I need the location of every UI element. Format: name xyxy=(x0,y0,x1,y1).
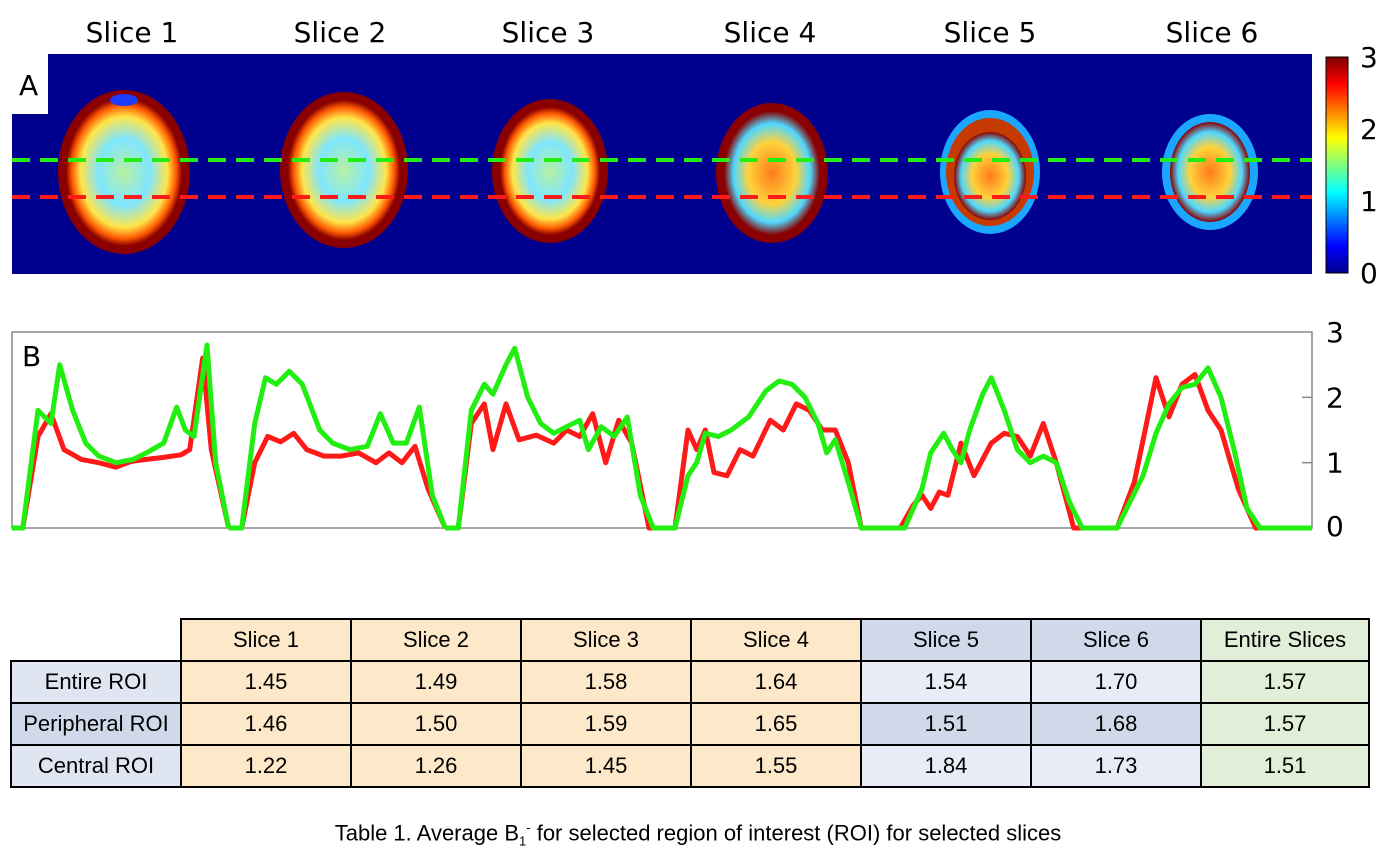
slice-title: Slice 1 xyxy=(86,16,179,49)
table-cell: 1.65 xyxy=(690,702,862,746)
panel-b-label: B xyxy=(22,340,41,373)
brain-slice-3 xyxy=(492,99,608,243)
column-header: Entire Slices xyxy=(1200,618,1370,662)
table-cell: 1.50 xyxy=(350,702,522,746)
table-cell: 1.70 xyxy=(1030,660,1202,704)
caption-prefix: Table 1. Average B xyxy=(334,820,520,846)
table-cell: 1.26 xyxy=(350,744,522,788)
slice-title: Slice 3 xyxy=(502,16,595,49)
table-cell: 1.57 xyxy=(1200,702,1370,746)
column-header: Slice 5 xyxy=(860,618,1032,662)
table-row: Peripheral ROI 1.46 1.50 1.59 1.65 1.51 … xyxy=(10,702,1370,746)
table-cell: 1.73 xyxy=(1030,744,1202,788)
plot-frame xyxy=(11,331,1313,529)
panel-a: A Slice 1 Slice 2 Slice 3 Slice 4 Slice 5 Sli… xyxy=(12,16,1378,290)
table-row: Entire ROI 1.45 1.49 1.58 1.64 1.54 1.70… xyxy=(10,660,1370,704)
table-caption: Table 1. Average B1- for selected region… xyxy=(0,820,1396,849)
table-corner xyxy=(11,619,182,662)
table-cell: 1.84 xyxy=(860,744,1032,788)
table-cell: 1.22 xyxy=(180,744,352,788)
table-cell: 1.46 xyxy=(180,702,352,746)
map-background xyxy=(12,54,1312,274)
table-cell: 1.68 xyxy=(1030,702,1202,746)
slice-title: Slice 6 xyxy=(1166,16,1259,49)
table-cell: 1.57 xyxy=(1200,660,1370,704)
caption-sup: - xyxy=(526,820,531,835)
brain-slice-4 xyxy=(716,103,828,243)
y-tick-label: 2 xyxy=(1326,381,1344,414)
row-label: Entire ROI xyxy=(10,660,182,704)
red-profile-segment xyxy=(228,430,448,531)
table-cell: 1.64 xyxy=(690,660,862,704)
panel-a-label-box xyxy=(12,54,48,114)
red-profile-segment xyxy=(662,401,879,531)
table-cell: 1.55 xyxy=(690,744,862,788)
table-header-row: Slice 1 Slice 2 Slice 3 Slice 4 Slice 5 … xyxy=(11,618,1370,662)
column-header: Slice 6 xyxy=(1030,618,1202,662)
table-row: Central ROI 1.22 1.26 1.45 1.55 1.84 1.7… xyxy=(10,744,1370,788)
table-cell: 1.59 xyxy=(520,702,692,746)
panel-b: B 0 1 2 3 xyxy=(11,316,1344,543)
green-profile-segment xyxy=(1095,365,1312,531)
red-profile-segment xyxy=(1095,372,1312,531)
colorbar xyxy=(1325,56,1349,274)
y-tick-label: 0 xyxy=(1326,510,1344,543)
results-table: Slice 1 Slice 2 Slice 3 Slice 4 Slice 5 … xyxy=(10,618,1370,788)
slice-title: Slice 5 xyxy=(944,16,1037,49)
table-cell: 1.45 xyxy=(520,744,692,788)
table-cell: 1.51 xyxy=(1200,744,1370,788)
table-cell: 1.58 xyxy=(520,660,692,704)
green-profile-segment xyxy=(445,345,662,531)
green-profile-segment xyxy=(878,375,1096,531)
brain-slice-2 xyxy=(280,92,408,248)
green-profile-segment xyxy=(12,342,232,531)
table-cell: 1.51 xyxy=(860,702,1032,746)
table-cell: 1.45 xyxy=(180,660,352,704)
colorbar-tick-label: 3 xyxy=(1360,41,1378,74)
colorbar-tick-label: 2 xyxy=(1360,113,1378,146)
brain-slice-5 xyxy=(940,110,1040,234)
table-cell: 1.49 xyxy=(350,660,522,704)
y-tick-label: 1 xyxy=(1326,447,1344,480)
row-label: Peripheral ROI xyxy=(10,702,182,746)
brain-slice-6 xyxy=(1162,114,1258,230)
caption-suffix: for selected region of interest (ROI) fo… xyxy=(530,820,1062,846)
y-tick-label: 3 xyxy=(1326,316,1344,349)
column-header: Slice 3 xyxy=(520,618,692,662)
table-cell: 1.54 xyxy=(860,660,1032,704)
slice-title: Slice 4 xyxy=(724,16,817,49)
column-header: Slice 2 xyxy=(350,618,522,662)
colorbar-tick-label: 0 xyxy=(1360,257,1378,290)
colorbar-tick-label: 1 xyxy=(1360,185,1378,218)
panel-a-label: A xyxy=(19,69,38,102)
caption-sub: 1 xyxy=(519,833,527,849)
slice-title: Slice 2 xyxy=(294,16,387,49)
row-label: Central ROI xyxy=(10,744,182,788)
column-header: Slice 4 xyxy=(690,618,862,662)
green-profile-segment xyxy=(228,368,448,531)
column-header: Slice 1 xyxy=(180,618,352,662)
green-profile-segment xyxy=(662,378,879,531)
brain-slice-1 xyxy=(58,90,190,254)
